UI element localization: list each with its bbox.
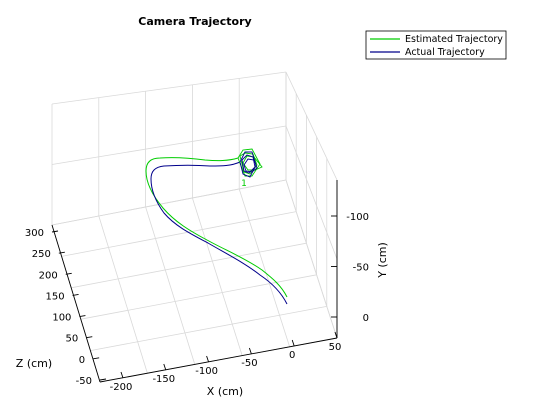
z-tick-mark — [58, 251, 65, 254]
chart-title: Camera Trajectory — [138, 15, 251, 28]
z-tick-label: 150 — [45, 291, 64, 302]
x-tick-label: -50 — [241, 358, 257, 369]
z-tick-mark — [51, 230, 59, 233]
axes — [51, 180, 338, 383]
trajectories: 1 — [145, 148, 288, 305]
z-tick-label: 50 — [66, 334, 79, 345]
floor-grid-line — [145, 206, 196, 365]
legend-box — [365, 30, 507, 60]
z-tick-mark — [65, 272, 72, 275]
floor-grid-line — [80, 274, 317, 320]
actual-loop-2 — [241, 154, 256, 174]
x-axis-line — [99, 337, 338, 383]
floor-grid-line — [98, 215, 148, 374]
z-tick-mark — [99, 378, 107, 381]
right-wall-grid-line — [285, 125, 338, 260]
x-tick-mark — [120, 371, 124, 379]
legend-label-actual: Actual Trajectory — [405, 47, 485, 58]
series-estimated-line — [145, 157, 288, 298]
y-tick-label: 0 — [363, 313, 369, 324]
back-wall-grid-line — [51, 179, 287, 226]
legend: Estimated Trajectory Actual Trajectory — [365, 30, 507, 60]
x-tick-label: -100 — [195, 366, 218, 377]
z-axis-label: Z (cm) — [16, 357, 52, 370]
back-wall-grid-line — [51, 71, 287, 105]
tick-labels: -200-150-100-50050300250200150100500-50-… — [25, 212, 369, 393]
x-tick-label: -200 — [110, 382, 133, 393]
x-tick-mark — [291, 339, 295, 347]
x-tick-mark — [248, 347, 252, 355]
series-actual-loops — [239, 151, 258, 178]
y-axis-label: Y (cm) — [376, 242, 389, 279]
actual-loop-3 — [243, 158, 258, 173]
series-actual-line — [150, 161, 288, 305]
estimated-loop-3 — [242, 155, 263, 171]
x-tick-label: 50 — [329, 342, 342, 353]
trajectory-annotation: 1 — [241, 179, 247, 189]
z-tick-mark — [86, 336, 93, 339]
x-tick-label: -150 — [152, 374, 175, 385]
grid — [51, 71, 338, 383]
x-axis-label: X (cm) — [207, 385, 243, 398]
z-tick-mark — [93, 357, 100, 360]
z-tick-mark — [72, 293, 79, 296]
z-tick-label: -50 — [76, 376, 92, 387]
z-tick-label: 200 — [39, 270, 58, 281]
right-wall-grid-line — [285, 179, 338, 339]
z-tick-label: 300 — [25, 228, 44, 239]
y-tick-label: -100 — [346, 212, 369, 223]
x-tick-mark — [334, 331, 338, 339]
right-wall-grid-line — [285, 71, 338, 181]
z-tick-label: 100 — [52, 313, 71, 324]
floor-grid-line — [61, 211, 297, 257]
legend-label-estimated: Estimated Trajectory — [405, 34, 503, 45]
z-axis-line — [51, 224, 101, 383]
back-wall-grid-line — [51, 125, 287, 165]
z-tick-mark — [79, 315, 86, 318]
x-tick-mark — [163, 363, 167, 371]
floor-grid-line — [90, 306, 327, 351]
z-tick-label: 0 — [79, 355, 85, 366]
x-tick-mark — [206, 355, 210, 363]
x-tick-label: 0 — [289, 350, 295, 361]
z-tick-label: 250 — [32, 249, 51, 260]
floor-grid-line — [238, 188, 290, 347]
y-tick-label: -50 — [353, 263, 369, 274]
floor-grid-line — [192, 197, 243, 356]
floor-grid-line — [71, 242, 307, 289]
